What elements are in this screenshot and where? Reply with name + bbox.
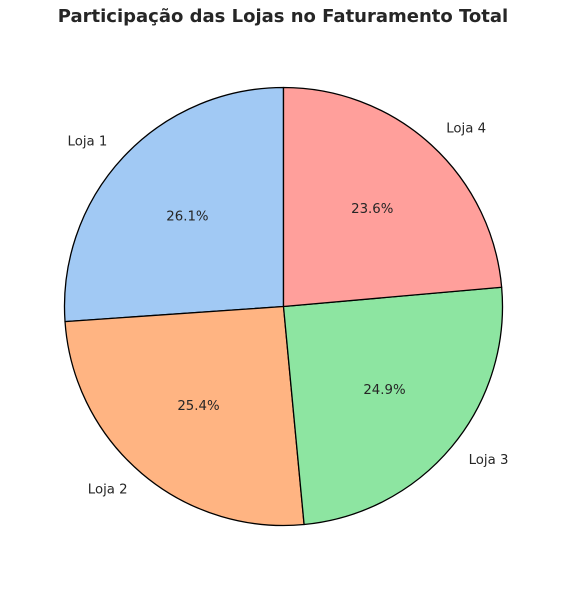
pie-percent-label-loja-2: 25.4%	[177, 399, 219, 414]
pie-category-label-loja-1: Loja 1	[68, 135, 108, 150]
pie-slice-loja-1	[64, 88, 283, 322]
pie-category-label-loja-4: Loja 4	[446, 121, 486, 136]
pie-percent-label-loja-4: 23.6%	[351, 202, 393, 217]
pie-slice-loja-3	[284, 287, 503, 524]
pie-percent-label-loja-3: 24.9%	[363, 383, 405, 398]
pie-category-label-loja-3: Loja 3	[469, 453, 509, 468]
pie-slices	[64, 88, 502, 526]
pie-percent-label-loja-1: 26.1%	[166, 209, 208, 224]
pie-category-label-loja-2: Loja 2	[88, 483, 128, 498]
